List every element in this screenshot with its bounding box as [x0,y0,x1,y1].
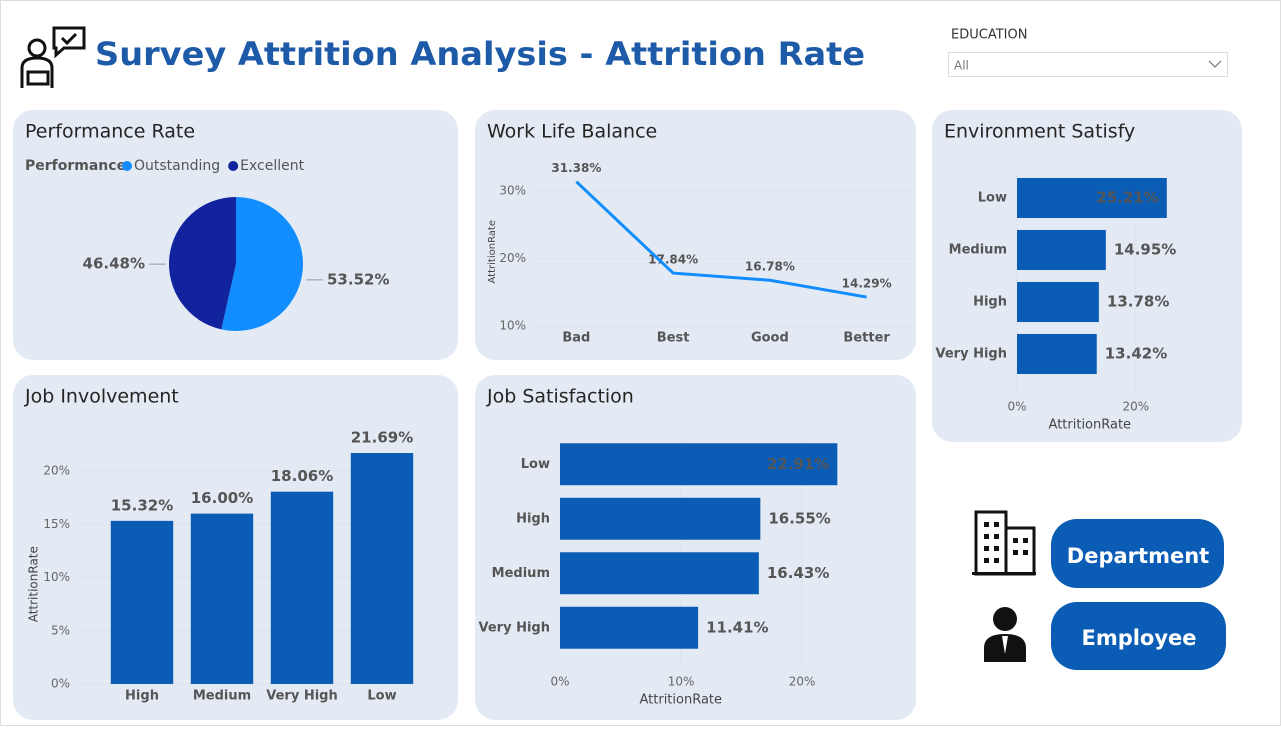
y-tick-label: 10% [43,570,70,584]
data-label: 14.29% [842,277,892,291]
y-tick-label: Medium [492,566,550,581]
button-label: Employee [1081,626,1196,650]
data-label: 13.42% [1105,345,1167,363]
slicer-value: All [954,59,969,73]
line-series [575,180,867,299]
chart-card [932,110,1242,442]
chart-title: Job Involvement [24,386,179,408]
data-label: 53.52% [327,270,389,288]
data-label: 25.21% [1096,189,1158,207]
bar [1017,177,1167,219]
y-axis-label: AttritionRate [487,220,498,283]
bar [1017,333,1097,375]
y-tick-label: Very High [936,347,1007,362]
chart-title: Environment Satisfy [944,121,1135,143]
x-axis-label: AttritionRate [1049,418,1132,433]
bar [270,491,334,684]
y-tick-label: Medium [949,243,1007,258]
y-tick-label: Low [978,191,1007,206]
y-tick-label: High [973,295,1007,310]
data-label: 22.91% [767,455,829,473]
bar [560,552,759,595]
y-tick-label: Low [521,457,550,472]
y-tick-label: 0% [51,677,70,691]
data-label: 31.38% [551,161,601,175]
y-tick-label: 10% [499,319,526,333]
legend-label: Excellent [240,158,304,174]
x-tick-label: Very High [266,689,337,704]
chart-title: Job Satisfaction [486,386,634,408]
x-tick-label: Good [751,331,789,346]
slicer-label: EDUCATION [951,28,1027,43]
data-label: 18.06% [271,467,333,485]
y-tick-label: 15% [43,517,70,531]
data-label: 16.78% [745,260,795,274]
x-tick-label: 0% [1007,400,1026,414]
bar [560,443,838,486]
chart-card [475,375,916,720]
x-tick-label: Low [367,689,396,704]
y-tick-label: 5% [51,623,70,637]
y-tick-label: Very High [479,620,550,635]
x-tick-label: Medium [193,689,251,704]
bar [1017,229,1106,271]
bar [560,606,699,649]
legend-label: Outstanding [134,158,220,174]
y-tick-label: 20% [43,464,70,478]
x-tick-label: High [125,689,159,704]
bar [110,520,174,684]
bar [1017,281,1099,323]
bar [350,453,414,684]
chart-title: Performance Rate [25,121,195,143]
data-label: 14.95% [1114,241,1176,259]
y-tick-label: High [516,511,550,526]
department-button[interactable] [1051,519,1224,588]
x-tick-label: Bad [562,331,590,346]
legend-title: Performance [25,158,126,174]
person-icon [984,607,1026,662]
chart-card [475,110,916,360]
employee-button[interactable] [1051,602,1226,670]
y-tick-label: 20% [499,251,526,265]
legend-marker [228,161,239,171]
building-icon [972,510,1036,576]
bar [560,497,761,540]
data-label: 16.43% [767,564,829,582]
legend-marker [122,161,132,171]
data-label: 11.41% [706,618,768,636]
x-tick-label: 0% [550,675,569,689]
x-tick-label: 10% [668,675,695,689]
x-tick-label: Better [843,331,890,346]
data-label: 13.78% [1107,293,1169,311]
x-tick-label: 20% [1123,400,1150,414]
data-label: 16.55% [768,509,830,527]
slicer-dropdown[interactable] [948,52,1228,77]
x-tick-label: Best [657,331,690,346]
x-tick-label: 20% [789,675,816,689]
header-icon [20,26,86,88]
y-tick-label: 30% [499,184,526,198]
dropdown-chevron [1208,60,1222,68]
pie-slice [169,197,236,330]
pie-slice [221,197,303,331]
x-axis-label: AttritionRate [639,693,722,708]
y-axis-label: AttritionRate [27,546,41,622]
data-label: 15.32% [111,496,173,514]
data-label: 16.00% [191,489,253,507]
button-label: Department [1067,544,1209,568]
chart-title: Work Life Balance [487,121,657,143]
page-title: Survey Attrition Analysis - Attrition Ra… [95,35,865,73]
bar [190,513,254,684]
data-label: 46.48% [83,255,145,273]
data-label: 21.69% [351,429,413,447]
